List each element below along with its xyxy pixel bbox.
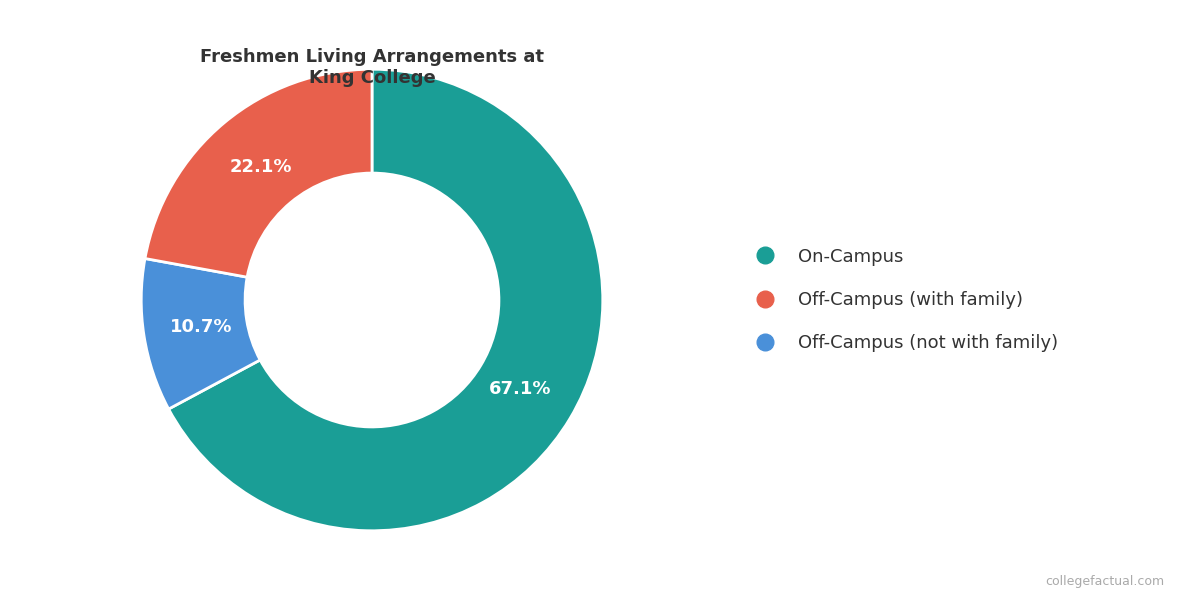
Text: collegefactual.com: collegefactual.com: [1045, 575, 1164, 588]
Text: Freshmen Living Arrangements at
King College: Freshmen Living Arrangements at King Col…: [200, 48, 544, 87]
Text: 22.1%: 22.1%: [230, 158, 293, 176]
Wedge shape: [142, 259, 260, 409]
Wedge shape: [145, 69, 372, 277]
Text: 10.7%: 10.7%: [169, 318, 233, 336]
Wedge shape: [169, 69, 602, 531]
Legend: On-Campus, Off-Campus (with family), Off-Campus (not with family): On-Campus, Off-Campus (with family), Off…: [730, 230, 1076, 370]
Text: 67.1%: 67.1%: [490, 380, 552, 398]
